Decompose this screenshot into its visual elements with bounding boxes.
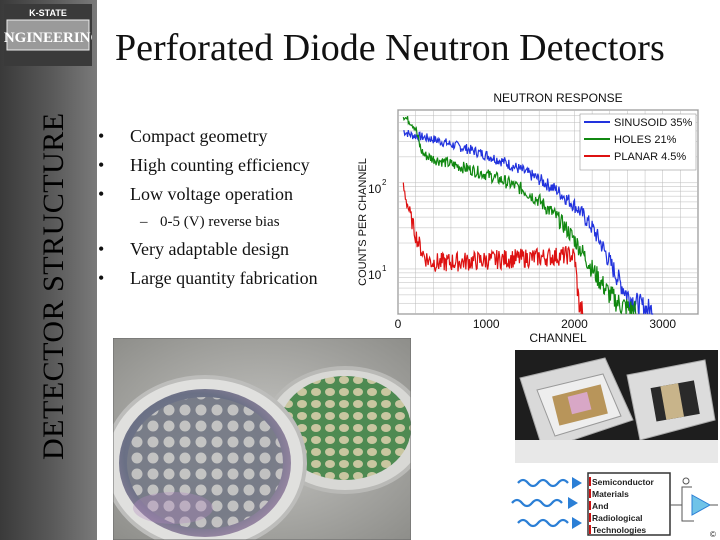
- smart-line-3: And: [592, 501, 609, 511]
- bullet-text: Very adaptable design: [130, 239, 289, 259]
- wave-icon: [511, 478, 569, 528]
- logo-main-text: ENGINEERING: [4, 30, 92, 46]
- smart-line-5: Technologies: [592, 525, 646, 535]
- bullet-marker: •: [98, 126, 105, 146]
- series-line-2: [402, 182, 584, 315]
- sub-bullet-item: –0-5 (V) reverse bias: [98, 209, 368, 235]
- x-axis-label: CHANNEL: [529, 331, 587, 345]
- y-tick-label: 10: [368, 182, 382, 196]
- bullet-list: • Compact geometry • High counting efficien…: [98, 122, 368, 293]
- x-tick-label: 1000: [473, 317, 500, 331]
- legend-box: [579, 113, 697, 171]
- packaged-detectors-photo: [515, 350, 718, 463]
- bullet-item: • Very adaptable design: [98, 235, 368, 264]
- y-axis-label: COUNTS PER CHANNEL: [357, 158, 369, 286]
- y-tick-exponent: 1: [382, 264, 387, 273]
- vertical-section-title-text: DETECTOR STRUCTURE: [37, 112, 70, 460]
- vertical-section-title: DETECTOR STRUCTURE: [32, 60, 76, 460]
- bullet-text: 0-5 (V) reverse bias: [160, 214, 280, 230]
- k-state-engineering-logo: K-STATE ENGINEERING: [4, 4, 92, 66]
- bullet-text: Low voltage operation: [130, 184, 293, 204]
- legend-label-2: PLANAR 4.5%: [614, 151, 686, 163]
- bullet-item: • Compact geometry: [98, 122, 368, 151]
- x-tick-label: 0: [395, 317, 402, 331]
- series-line-1: [402, 116, 637, 315]
- legend-label-0: SINUSOID 35%: [614, 117, 692, 129]
- circuit-icon: [670, 477, 718, 522]
- y-tick-label: 10: [368, 268, 382, 282]
- x-tick-label: 3000: [649, 317, 676, 331]
- wafers-photo: [113, 338, 411, 540]
- bullet-text: Compact geometry: [130, 126, 268, 146]
- bullet-marker: •: [98, 184, 105, 204]
- series-line-0: [403, 130, 654, 315]
- smart-line-4: Radiological: [592, 513, 643, 523]
- smart-lab-logo: Semiconductor Materials And Radiological…: [510, 465, 720, 540]
- bullet-marker: •: [98, 239, 105, 259]
- x-tick-label: 2000: [561, 317, 588, 331]
- logo-top-text: K-STATE: [29, 8, 67, 18]
- bullet-text: Large quantity fabrication: [130, 268, 318, 288]
- bullet-marker: •: [98, 155, 105, 175]
- y-tick-exponent: 2: [382, 178, 387, 187]
- bullet-item: • High counting efficiency: [98, 151, 368, 180]
- bullet-item: • Low voltage operation: [98, 180, 368, 209]
- neutron-response-chart: NEUTRON RESPONSE CHANNEL COUNTS PER CHANNE…: [357, 91, 699, 345]
- slide-title: Perforated Diode Neutron Detectors: [115, 27, 665, 69]
- sidebar: K-STATE ENGINEERING DETECTOR STRUCTURE: [0, 0, 97, 540]
- bullet-marker: •: [98, 268, 105, 288]
- bullet-text: High counting efficiency: [130, 155, 310, 175]
- bullet-marker: –: [140, 214, 148, 230]
- smart-line-2: Materials: [592, 489, 629, 499]
- legend-label-1: HOLES 21%: [614, 134, 677, 146]
- bullet-item: • Large quantity fabrication: [98, 264, 368, 293]
- smart-line-1: Semiconductor: [592, 477, 655, 487]
- chart-title: NEUTRON RESPONSE: [493, 91, 622, 105]
- copyright-mark: ©: [710, 530, 716, 539]
